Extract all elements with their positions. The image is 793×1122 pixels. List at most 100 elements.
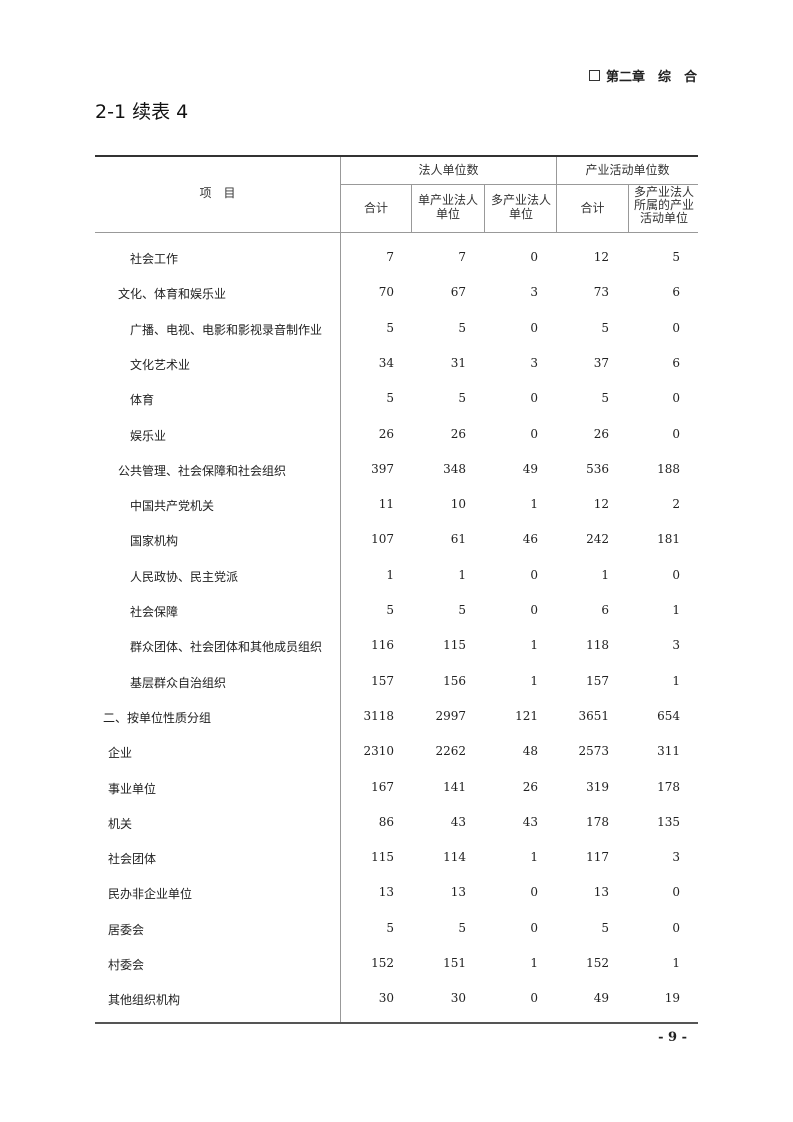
row-label: 体育 bbox=[130, 393, 155, 408]
divider bbox=[340, 184, 698, 185]
divider bbox=[411, 184, 412, 233]
cell-value: 141 bbox=[443, 779, 466, 794]
cell-value: 5 bbox=[458, 320, 466, 335]
cell-value: 3 bbox=[530, 355, 538, 370]
cell-value: 157 bbox=[586, 673, 609, 688]
table-row: 文化、体育和娱乐业 70 67 3 73 6 bbox=[95, 285, 698, 305]
cell-value: 0 bbox=[530, 320, 538, 335]
cell-value: 107 bbox=[371, 532, 394, 547]
bottom-rule bbox=[95, 1022, 698, 1024]
row-label: 居委会 bbox=[108, 922, 145, 937]
cell-value: 152 bbox=[371, 956, 394, 970]
cell-value: 5 bbox=[601, 391, 609, 406]
table-row: 基层群众自治组织 157 156 1 157 1 bbox=[95, 674, 698, 694]
cell-value: 13 bbox=[450, 885, 466, 900]
row-label: 群众团体、社会团体和其他成员组织 bbox=[130, 640, 323, 655]
table-row: 事业单位 167 141 26 319 178 bbox=[95, 780, 698, 800]
cell-value: 188 bbox=[657, 461, 680, 476]
cell-value: 5 bbox=[386, 391, 394, 406]
cell-value: 114 bbox=[443, 850, 466, 865]
cell-value: 30 bbox=[378, 991, 394, 1006]
cell-value: 3 bbox=[530, 285, 538, 300]
row-label: 企业 bbox=[108, 746, 133, 761]
row-label: 广播、电视、电影和影视录音制作业 bbox=[130, 322, 323, 337]
cell-value: 311 bbox=[657, 744, 680, 759]
table-row: 体育 5 5 0 5 0 bbox=[95, 391, 698, 411]
cell-value: 3 bbox=[672, 850, 680, 865]
cell-value: 0 bbox=[672, 320, 680, 335]
cell-value: 43 bbox=[450, 814, 466, 829]
cell-value: 178 bbox=[586, 814, 609, 829]
table-row: 文化艺术业 34 31 3 37 6 bbox=[95, 356, 698, 376]
cell-value: 49 bbox=[593, 991, 609, 1006]
cell-value: 0 bbox=[530, 426, 538, 441]
row-label: 其他组织机构 bbox=[108, 993, 181, 1008]
table-row: 社会保障 5 5 0 6 1 bbox=[95, 603, 698, 623]
table-row: 公共管理、社会保障和社会组织 397 348 49 536 188 bbox=[95, 462, 698, 482]
cell-value: 116 bbox=[371, 638, 394, 653]
cell-value: 2310 bbox=[363, 744, 394, 759]
cell-value: 31 bbox=[450, 355, 466, 370]
table-row: 国家机构 107 61 46 242 181 bbox=[95, 532, 698, 552]
row-label: 中国共产党机关 bbox=[130, 499, 215, 514]
cell-value: 319 bbox=[586, 779, 609, 794]
cell-value: 0 bbox=[672, 920, 680, 935]
row-label: 人民政协、民主党派 bbox=[130, 569, 239, 584]
cell-value: 536 bbox=[586, 461, 609, 476]
row-label: 国家机构 bbox=[130, 534, 179, 549]
cell-value: 10 bbox=[450, 497, 466, 512]
cell-value: 1 bbox=[530, 638, 538, 653]
cell-value: 1 bbox=[386, 567, 394, 582]
cell-value: 1 bbox=[530, 673, 538, 688]
cell-value: 2573 bbox=[578, 744, 609, 759]
cell-value: 46 bbox=[522, 532, 538, 547]
cell-value: 26 bbox=[522, 779, 538, 794]
row-label: 公共管理、社会保障和社会组织 bbox=[118, 463, 287, 478]
row-label: 社会保障 bbox=[130, 605, 179, 619]
cell-value: 135 bbox=[657, 814, 680, 829]
cell-value: 5 bbox=[458, 391, 466, 406]
header-rule bbox=[95, 232, 698, 233]
table-row: 机关 86 43 43 178 135 bbox=[95, 815, 698, 835]
cell-value: 2997 bbox=[435, 708, 466, 723]
cell-value: 0 bbox=[530, 885, 538, 900]
table-title: 2-1 续表 4 bbox=[95, 101, 189, 123]
cell-value: 48 bbox=[522, 744, 538, 759]
cell-value: 34 bbox=[378, 355, 394, 370]
divider bbox=[340, 157, 341, 1022]
cell-value: 1 bbox=[672, 603, 680, 617]
cell-value: 1 bbox=[601, 567, 609, 582]
group-header: 产业活动单位数 bbox=[585, 163, 670, 177]
table-row: 群众团体、社会团体和其他成员组织 116 115 1 118 3 bbox=[95, 638, 698, 658]
cell-value: 5 bbox=[601, 920, 609, 935]
cell-value: 30 bbox=[450, 991, 466, 1006]
cell-value: 157 bbox=[371, 673, 394, 688]
cell-value: 1 bbox=[530, 850, 538, 865]
cell-value: 118 bbox=[586, 638, 609, 653]
cell-value: 0 bbox=[672, 567, 680, 582]
cell-value: 2 bbox=[672, 497, 680, 512]
row-label: 事业单位 bbox=[108, 781, 157, 796]
cell-value: 12 bbox=[593, 250, 609, 264]
cell-value: 3118 bbox=[363, 708, 394, 723]
row-label: 村委会 bbox=[108, 958, 145, 972]
cell-value: 0 bbox=[530, 991, 538, 1006]
cell-value: 167 bbox=[371, 779, 394, 794]
cell-value: 12 bbox=[593, 497, 609, 512]
divider bbox=[556, 157, 557, 233]
cell-value: 37 bbox=[593, 355, 609, 370]
cell-value: 0 bbox=[672, 885, 680, 900]
cell-value: 0 bbox=[530, 567, 538, 582]
cell-value: 3651 bbox=[578, 708, 609, 723]
cell-value: 156 bbox=[443, 673, 466, 688]
top-rule bbox=[95, 155, 698, 157]
cell-value: 73 bbox=[593, 285, 609, 300]
column-header: 合计 bbox=[580, 201, 605, 215]
row-label: 民办非企业单位 bbox=[108, 887, 193, 902]
cell-value: 7 bbox=[386, 250, 394, 264]
row-label: 机关 bbox=[108, 816, 133, 831]
cell-value: 11 bbox=[378, 497, 394, 512]
row-label: 文化艺术业 bbox=[130, 357, 191, 372]
row-label: 社会工作 bbox=[130, 252, 179, 266]
cell-value: 86 bbox=[378, 814, 394, 829]
